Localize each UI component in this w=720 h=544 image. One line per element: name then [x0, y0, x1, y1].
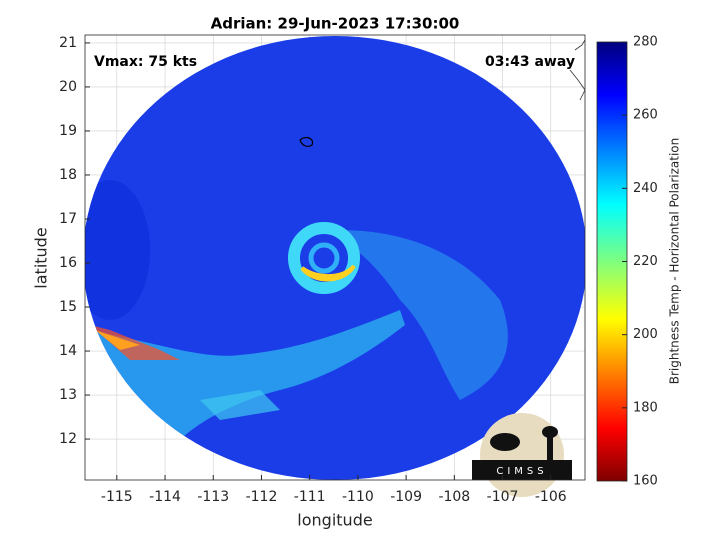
x-tick-label: -113 [197, 489, 229, 505]
satellite-image [85, 36, 585, 480]
colorbar-tick-label: 180 [633, 400, 658, 415]
annotation: 03:43 away [485, 54, 575, 70]
colorbar-label: Brightness Temp - Horizontal Polarizatio… [668, 138, 682, 385]
x-tick-label: -109 [390, 489, 422, 505]
y-tick-label: 20 [59, 79, 77, 95]
colorbar-tick-label: 200 [633, 327, 658, 342]
x-tick-label: -107 [487, 489, 519, 505]
x-tick-label: -108 [438, 489, 470, 505]
colorbar-tick-label: 260 [633, 108, 658, 123]
x-tick-label: -114 [149, 489, 181, 505]
colorbar-tick-label: 220 [633, 254, 658, 269]
chart-title: Adrian: 29-Jun-2023 17:30:00 [211, 15, 460, 33]
colorbar-tick-label: 280 [633, 35, 658, 50]
x-axis-label: longitude [297, 511, 372, 530]
y-tick-label: 14 [59, 343, 77, 359]
y-tick-label: 15 [59, 299, 77, 315]
x-tick-label: -112 [246, 489, 278, 505]
logo-text: CIMSS [496, 466, 547, 477]
x-tick-label: -106 [535, 489, 567, 505]
y-tick-label: 16 [59, 255, 77, 271]
plot-frame [84, 34, 586, 481]
x-tick-label: -111 [294, 489, 326, 505]
x-tick-label: -115 [101, 489, 133, 505]
y-tick-label: 13 [59, 387, 77, 403]
annotation: Vmax: 75 kts [94, 54, 197, 70]
colorbar-tick-label: 240 [633, 181, 658, 196]
logo: CIMSS [472, 413, 572, 497]
y-tick-label: 12 [59, 431, 77, 447]
y-tick-label: 18 [59, 167, 77, 183]
y-tick-label: 19 [59, 123, 77, 139]
colorbar-tick-label: 160 [633, 474, 658, 489]
y-axis-label: latitude [32, 227, 51, 288]
y-tick-label: 17 [59, 211, 77, 227]
y-tick-label: 21 [59, 35, 77, 51]
x-tick-label: -110 [342, 489, 374, 505]
